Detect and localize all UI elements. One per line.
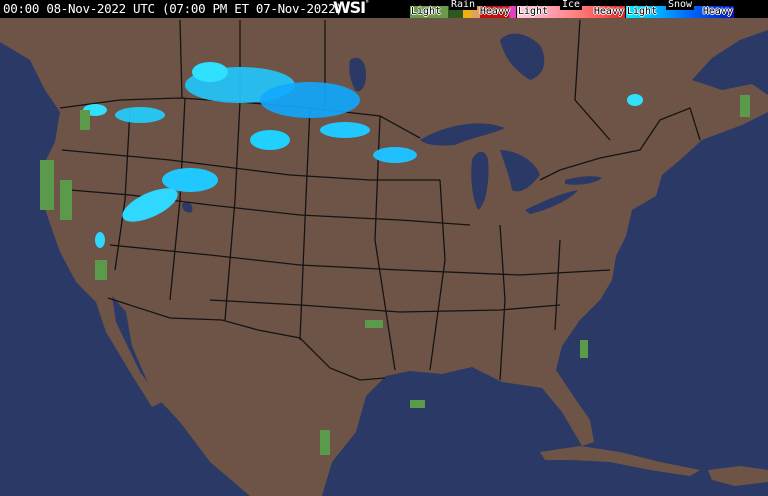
timestamp: 00:00 08-Nov-2022 UTC (07:00 PM ET 07-No… xyxy=(3,1,343,16)
canada-province-lines xyxy=(574,19,611,141)
snow-echo xyxy=(122,188,178,222)
legend-ice-heavy: Heavy xyxy=(593,6,624,17)
legend-snow-heavy: Heavy xyxy=(702,6,733,17)
rain-echo xyxy=(580,340,588,358)
snow-echo xyxy=(373,147,417,163)
lake-erie xyxy=(525,190,578,214)
precipitation-echoes xyxy=(40,62,750,455)
ice-color-scale xyxy=(517,6,625,18)
legend-rain-title: Rain xyxy=(448,0,478,10)
rain-echo xyxy=(60,180,72,220)
state-lines xyxy=(114,109,131,271)
lake-ontario xyxy=(565,176,602,185)
lake-superior xyxy=(420,123,505,146)
rain-echo xyxy=(40,160,54,210)
lakes xyxy=(182,33,602,214)
state-lines xyxy=(109,244,611,276)
canada-province-lines xyxy=(179,19,183,99)
land-mass xyxy=(0,17,768,496)
snow-echo xyxy=(627,94,643,106)
rain-echo xyxy=(740,95,750,117)
cuba-land xyxy=(540,446,700,476)
snow-echo xyxy=(192,62,228,82)
rain-echo xyxy=(80,110,90,130)
wsi-logo: WSI° xyxy=(333,0,369,17)
state-lines xyxy=(299,107,311,341)
snow-echo xyxy=(95,232,105,248)
state-lines xyxy=(554,239,561,331)
rain-echo xyxy=(95,260,107,280)
hispaniola-land xyxy=(708,466,768,486)
lake-huron xyxy=(500,150,540,192)
lake-winnipeg xyxy=(349,57,367,92)
legend-rain: Rain Light Heavy xyxy=(410,0,516,18)
logo-text: WSI xyxy=(333,0,366,17)
legend-ice-title: Ice xyxy=(559,0,583,10)
great-salt-lake xyxy=(182,202,193,213)
snow-echo xyxy=(320,122,370,138)
snow-echo xyxy=(162,168,218,192)
state-lines xyxy=(224,101,241,321)
legend-rain-light: Light xyxy=(411,6,442,17)
state-lines xyxy=(429,179,446,371)
rain-echo xyxy=(410,400,425,408)
snow-echo xyxy=(260,82,360,118)
legend-snow-light: Light xyxy=(627,6,658,17)
header-bar: 00:00 08-Nov-2022 UTC (07:00 PM ET 07-No… xyxy=(0,0,768,18)
rain-echoes xyxy=(40,95,750,455)
snow-color-scale xyxy=(626,6,734,18)
state-lines xyxy=(69,189,471,226)
logo-mark: ° xyxy=(365,0,369,8)
state-lines xyxy=(61,149,440,181)
rain-color-scale xyxy=(410,6,516,18)
legend-snow-title: Snow xyxy=(665,0,695,10)
north-america-land xyxy=(0,17,768,496)
legend-ice: Ice Light Heavy xyxy=(517,0,625,18)
lake-michigan xyxy=(471,151,489,210)
snow-echo xyxy=(115,107,165,123)
state-lines xyxy=(209,299,561,313)
rain-echo xyxy=(320,430,330,455)
state-lines xyxy=(169,97,186,301)
state-lines xyxy=(499,224,506,381)
rain-echo xyxy=(365,320,383,328)
us-canada-border-east xyxy=(539,107,701,181)
snow-echo xyxy=(250,130,290,150)
james-bay-inlet xyxy=(500,33,545,80)
legend-snow: Snow Light Heavy xyxy=(626,0,734,18)
us-mexico-border xyxy=(107,297,386,381)
legend-ice-light: Light xyxy=(518,6,549,17)
legend-rain-heavy: Heavy xyxy=(479,6,510,17)
